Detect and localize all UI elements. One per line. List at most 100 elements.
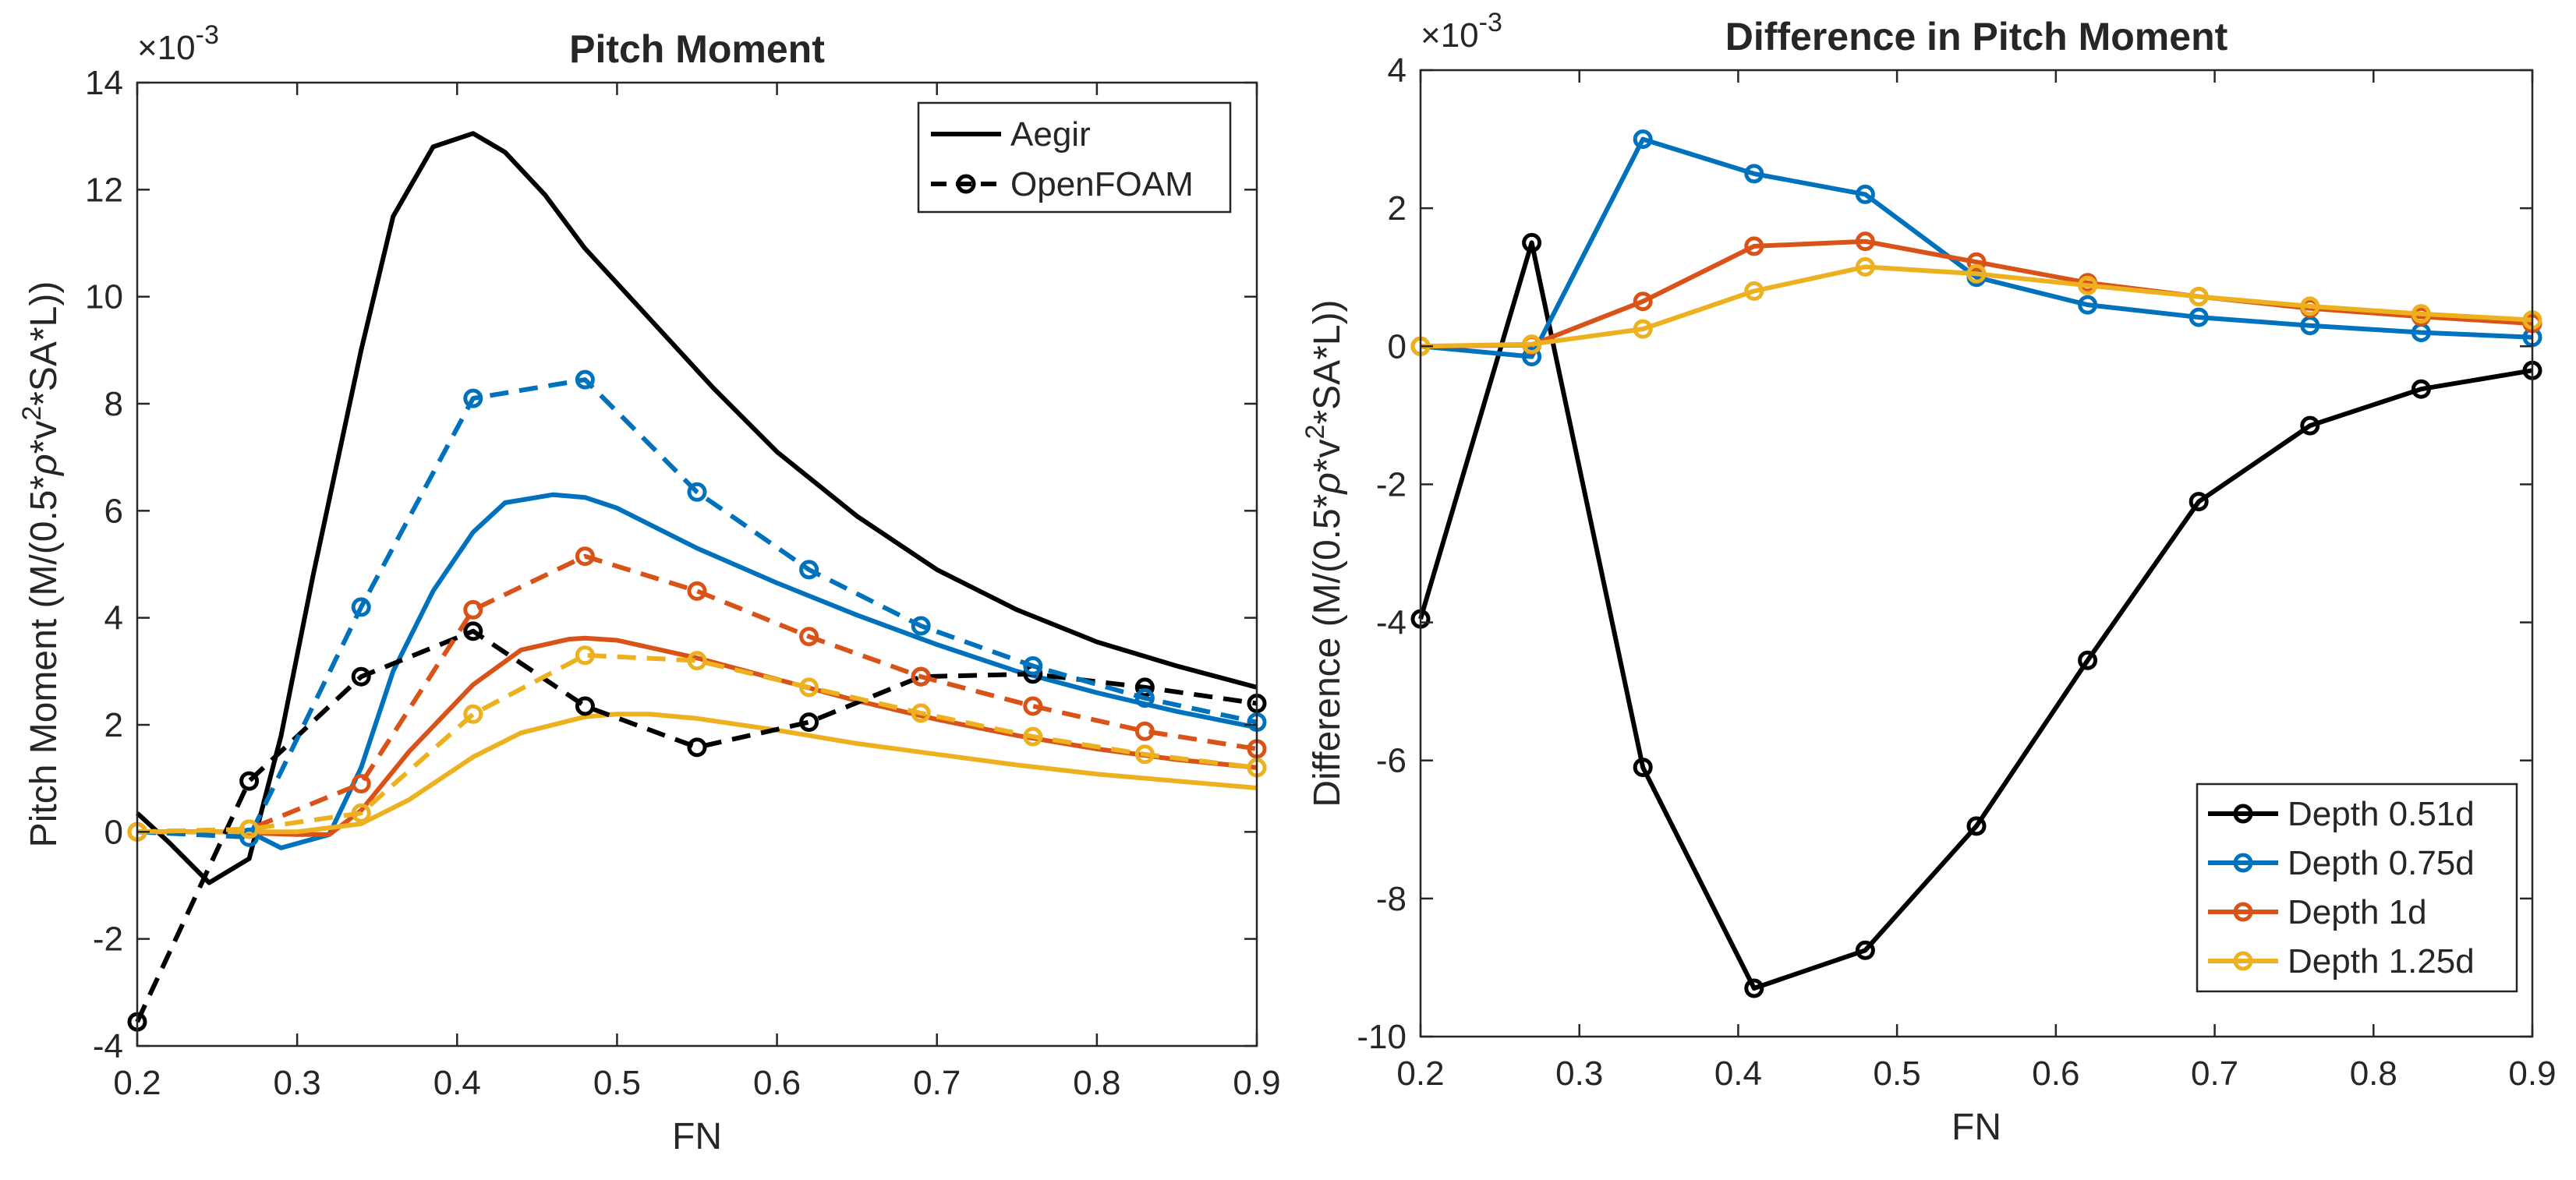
series-openfoam-0-75d: [127, 369, 1267, 847]
y-label-part: *SA*L)): [1307, 299, 1348, 424]
data-point: [1744, 236, 1764, 256]
data-point: [351, 803, 371, 823]
y-label-rho: ρ: [23, 454, 65, 477]
data-point: [2078, 295, 2098, 315]
x-tick-label: 0.3: [1555, 1055, 1603, 1093]
data-point: [351, 666, 371, 687]
legend-entry-depth-1-25d: Depth 1.25d: [2208, 942, 2475, 980]
y-label-superscript: 2: [1300, 425, 1330, 440]
data-point: [799, 560, 819, 580]
series-line: [137, 712, 1258, 835]
data-point: [351, 774, 371, 794]
data-point: [687, 482, 707, 502]
data-point: [239, 771, 260, 791]
y-axis-label: Difference (M/(0.5*ρ*v2*SA*L)): [1300, 299, 1348, 807]
y-label-part: *SA*L)): [23, 281, 65, 406]
y-tick-label: 2: [104, 706, 123, 744]
series-line: [136, 553, 1258, 835]
exponent-base: ×10: [1421, 16, 1479, 55]
legend: Aegir OpenFOAM: [917, 101, 1232, 214]
series-line: [136, 377, 1258, 840]
data-point: [1966, 252, 1987, 272]
legend-entry-depth-0-75d: Depth 0.75d: [2208, 844, 2475, 882]
legend-marker: [2233, 804, 2253, 824]
x-tick-label: 0.4: [433, 1064, 481, 1102]
data-point: [1522, 347, 1542, 367]
data-point: [575, 645, 595, 666]
y-tick-label: 8: [104, 385, 123, 423]
series-line: [1420, 264, 2533, 349]
data-point: [1744, 281, 1764, 301]
x-tick-label: 0.9: [2508, 1055, 2556, 1093]
y-tick-label: 12: [85, 171, 123, 209]
data-point: [911, 703, 931, 723]
exponent-power: -3: [1479, 8, 1502, 37]
data-point: [1633, 758, 1653, 778]
plot-area: [137, 83, 1257, 1046]
data-point: [239, 819, 260, 839]
data-point: [1633, 129, 1653, 150]
y-tick-label: 2: [1388, 189, 1407, 228]
data-point: [1855, 256, 1875, 277]
data-point: [575, 546, 595, 567]
legend-label: Depth 0.51d: [2288, 795, 2475, 833]
y-tick-label: -2: [1376, 465, 1407, 503]
y-tick-label: 0: [1388, 327, 1407, 366]
x-tick-label: 0.9: [1233, 1064, 1280, 1102]
data-point: [1855, 940, 1875, 960]
x-tick-label: 0.3: [274, 1064, 321, 1102]
legend-label: Aegir: [1010, 115, 1091, 154]
data-point: [575, 696, 595, 716]
axes-box: [1419, 69, 2534, 1038]
y-tick-label: -8: [1376, 880, 1407, 918]
data-point: [463, 704, 483, 724]
data-point: [463, 621, 483, 641]
chart-title: Pitch Moment: [569, 27, 825, 71]
x-tick-label: 0.8: [2350, 1055, 2397, 1093]
y-tick-label: -4: [1376, 604, 1407, 642]
data-point: [1522, 334, 1542, 355]
data-point: [2189, 492, 2209, 512]
data-point: [1134, 744, 1155, 765]
series-depth-0-51d: [1410, 232, 2542, 998]
legend-entry-aegir: Aegir: [931, 115, 1091, 154]
data-point: [1633, 319, 1653, 339]
data-point: [1522, 232, 1542, 253]
series-aegir-1-25d: [137, 712, 1258, 835]
y-tick-label: 0: [104, 813, 123, 851]
series-depth-1-25d: [1410, 256, 2542, 356]
y-tick-label: 4: [104, 599, 123, 638]
data-point: [1966, 263, 1987, 284]
data-point: [463, 599, 483, 620]
data-point: [687, 651, 707, 671]
data-point: [911, 666, 931, 687]
x-tick-label: 0.8: [1073, 1064, 1120, 1102]
data-point: [2300, 415, 2320, 436]
series-line: [137, 492, 1258, 850]
y-label-part: Difference (M/(0.5*: [1307, 494, 1348, 807]
x-tick-label: 0.2: [1396, 1055, 1444, 1093]
legend-marker: [2233, 951, 2253, 971]
y-tick-label: 14: [85, 64, 123, 102]
legend-entry-depth-1d: Depth 1d: [2208, 893, 2427, 931]
series-line: [135, 628, 1258, 1023]
y-label-part: *v: [23, 421, 65, 454]
data-point: [2189, 307, 2209, 327]
data-point: [1744, 164, 1764, 184]
legend-label: Depth 1d: [2288, 893, 2427, 931]
exponent-label: ×10-3: [1421, 8, 1502, 55]
series-aegir-1d: [137, 635, 1258, 837]
y-label-part: *v: [1307, 439, 1348, 472]
data-point: [1134, 721, 1155, 741]
data-point: [1855, 184, 1875, 204]
data-point: [799, 712, 819, 733]
x-tick-label: 0.2: [113, 1064, 161, 1102]
exponent-label: ×10-3: [137, 20, 219, 67]
data-point: [2078, 275, 2098, 295]
data-point: [799, 677, 819, 698]
y-label-part: Pitch Moment (M/(0.5*: [23, 475, 65, 847]
x-tick-label: 0.6: [2032, 1055, 2079, 1093]
data-point: [2411, 379, 2431, 399]
series-aegir-0-51d: [135, 131, 1258, 885]
